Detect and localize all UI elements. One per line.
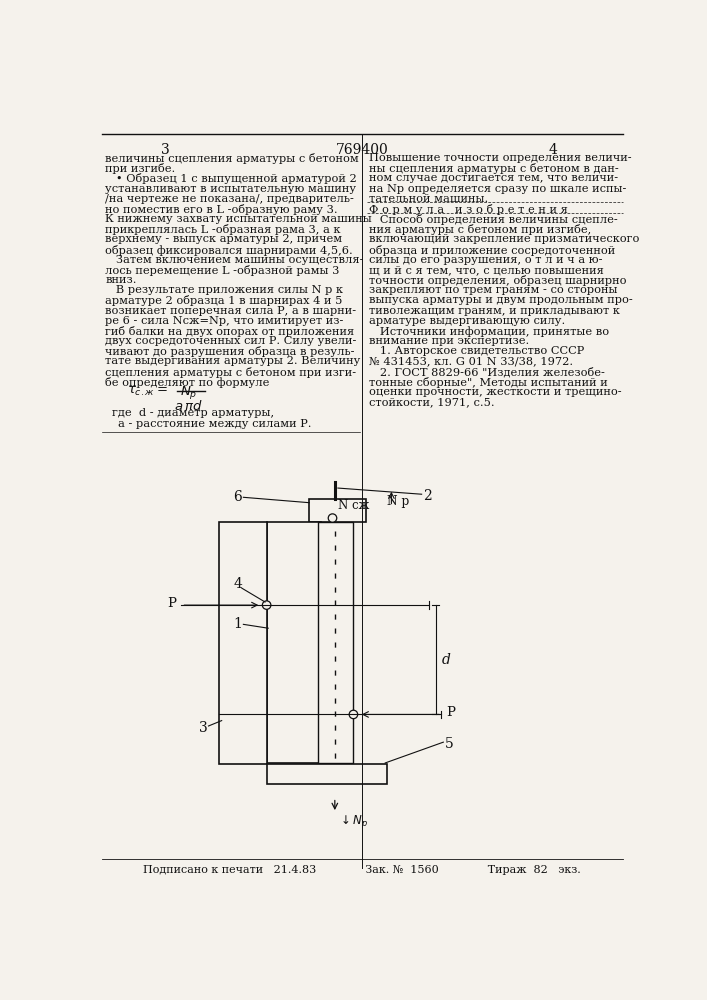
Text: вниз.: вниз. bbox=[105, 275, 137, 285]
Text: $N_p$: $N_p$ bbox=[180, 384, 197, 401]
Text: где  d - диаметр арматуры,: где d - диаметр арматуры, bbox=[112, 408, 274, 418]
Text: гиб балки на двух опорах от приложения: гиб балки на двух опорах от приложения bbox=[105, 326, 355, 337]
Text: Подписано к печати   21.4.83              Зак. №  1560              Тираж  82   : Подписано к печати 21.4.83 Зак. № 1560 Т… bbox=[143, 865, 581, 875]
Text: но поместив его в L -образную раму 3.: но поместив его в L -образную раму 3. bbox=[105, 204, 338, 215]
Text: включающий закрепление призматического: включающий закрепление призматического bbox=[369, 234, 639, 244]
Text: • Образец 1 с выпущенной арматурой 2: • Образец 1 с выпущенной арматурой 2 bbox=[105, 173, 357, 184]
Circle shape bbox=[328, 514, 337, 522]
Text: 4: 4 bbox=[549, 143, 558, 157]
Text: $\tau_{c.ж} =$: $\tau_{c.ж} =$ bbox=[127, 385, 168, 398]
Bar bbox=[218, 522, 267, 764]
Text: арматуре выдергивающую силу.: арматуре выдергивающую силу. bbox=[369, 316, 565, 326]
Text: стойкости, 1971, с.5.: стойкости, 1971, с.5. bbox=[369, 397, 495, 407]
Text: P: P bbox=[447, 706, 455, 719]
Text: чивают до разрушения образца в резуль-: чивают до разрушения образца в резуль- bbox=[105, 346, 355, 357]
Text: щ и й с я тем, что, с целью повышения: щ и й с я тем, что, с целью повышения bbox=[369, 265, 604, 275]
Text: закрепляют по трем граням - со стороны: закрепляют по трем граням - со стороны bbox=[369, 285, 617, 295]
Text: прикреплялась L -образная рама 3, а к: прикреплялась L -образная рама 3, а к bbox=[105, 224, 341, 235]
Circle shape bbox=[262, 601, 271, 609]
Text: Затем включением машины осуществля-: Затем включением машины осуществля- bbox=[105, 255, 364, 265]
Bar bbox=[317, 522, 354, 763]
Text: устанавливают в испытательную машину: устанавливают в испытательную машину bbox=[105, 184, 356, 194]
Text: 769400: 769400 bbox=[336, 143, 388, 157]
Text: выпуска арматуры и двум продольным про-: выпуска арматуры и двум продольным про- bbox=[369, 295, 633, 305]
Text: возникает поперечная сила Р, а в шарни-: возникает поперечная сила Р, а в шарни- bbox=[105, 306, 356, 316]
Text: тиволежащим граням, и прикладывают к: тиволежащим граням, и прикладывают к bbox=[369, 306, 620, 316]
Text: P: P bbox=[168, 597, 177, 610]
Text: Способ определения величины сцепле-: Способ определения величины сцепле- bbox=[369, 214, 618, 225]
Text: ны сцепления арматуры с бетоном в дан-: ны сцепления арматуры с бетоном в дан- bbox=[369, 163, 619, 174]
Text: 3: 3 bbox=[199, 721, 207, 735]
Text: бе определяют по формуле: бе определяют по формуле bbox=[105, 377, 270, 388]
Text: тате выдергивания арматуры 2. Величину: тате выдергивания арматуры 2. Величину bbox=[105, 356, 361, 366]
Text: величины сцепления арматуры с бетоном: величины сцепления арматуры с бетоном bbox=[105, 153, 359, 164]
Text: Повышение точности определения величи-: Повышение точности определения величи- bbox=[369, 153, 631, 163]
Bar bbox=[309, 499, 366, 522]
Text: /на чертеже не показана/, предваритель-: /на чертеже не показана/, предваритель- bbox=[105, 194, 354, 204]
Bar bbox=[267, 764, 387, 784]
Text: тательной машины.: тательной машины. bbox=[369, 194, 488, 204]
Text: оценки прочности, жесткости и трещино-: оценки прочности, жесткости и трещино- bbox=[369, 387, 621, 397]
Text: точности определения, образец шарнирно: точности определения, образец шарнирно bbox=[369, 275, 626, 286]
Text: $a \, \pi d$: $a \, \pi d$ bbox=[174, 399, 202, 413]
Text: 5: 5 bbox=[445, 737, 454, 751]
Text: 4: 4 bbox=[233, 577, 243, 591]
Text: 6: 6 bbox=[233, 490, 243, 504]
Text: ном случае достигается тем, что величи-: ном случае достигается тем, что величи- bbox=[369, 173, 618, 183]
Text: К нижнему захвату испытательной машины: К нижнему захвату испытательной машины bbox=[105, 214, 372, 224]
Text: 2. ГОСТ 8829-66 "Изделия железобе-: 2. ГОСТ 8829-66 "Изделия железобе- bbox=[369, 367, 604, 377]
Text: тонные сборные", Методы испытаний и: тонные сборные", Методы испытаний и bbox=[369, 377, 608, 388]
Text: на Nр определяется сразу по шкале испы-: на Nр определяется сразу по шкале испы- bbox=[369, 184, 626, 194]
Text: ния арматуры с бетоном при изгибе,: ния арматуры с бетоном при изгибе, bbox=[369, 224, 591, 235]
Text: 1. Авторское свидетельство СССР: 1. Авторское свидетельство СССР bbox=[369, 346, 584, 356]
Circle shape bbox=[349, 710, 358, 719]
Text: N сж: N сж bbox=[338, 499, 369, 512]
Text: 2: 2 bbox=[423, 489, 432, 503]
Text: N р: N р bbox=[387, 495, 409, 508]
Text: образца и приложение сосредоточенной: образца и приложение сосредоточенной bbox=[369, 245, 615, 256]
Text: внимание при экспертизе.: внимание при экспертизе. bbox=[369, 336, 529, 346]
Text: верхнему - выпуск арматуры 2, причем: верхнему - выпуск арматуры 2, причем bbox=[105, 234, 343, 244]
Text: двух сосредоточенных сил Р. Силу увели-: двух сосредоточенных сил Р. Силу увели- bbox=[105, 336, 357, 346]
Text: лось перемещение L -образной рамы 3: лось перемещение L -образной рамы 3 bbox=[105, 265, 340, 276]
Text: арматуре 2 образца 1 в шарнирах 4 и 5: арматуре 2 образца 1 в шарнирах 4 и 5 bbox=[105, 295, 343, 306]
Text: № 431453, кл. G 01 N 33/38, 1972.: № 431453, кл. G 01 N 33/38, 1972. bbox=[369, 356, 573, 366]
Text: В результате приложения силы N р к: В результате приложения силы N р к bbox=[105, 285, 344, 295]
Text: сцепления арматуры с бетоном при изги-: сцепления арматуры с бетоном при изги- bbox=[105, 367, 356, 378]
Text: при изгибе.: при изгибе. bbox=[105, 163, 175, 174]
Text: ре 6 - сила Nсж=Nр, что имитирует из-: ре 6 - сила Nсж=Nр, что имитирует из- bbox=[105, 316, 344, 326]
Text: $\downarrow N_p$: $\downarrow N_p$ bbox=[338, 813, 368, 830]
Text: Ф о р м у л а   и з о б р е т е н и я: Ф о р м у л а и з о б р е т е н и я bbox=[369, 204, 568, 215]
Text: а - расстояние между силами Р.: а - расстояние между силами Р. bbox=[118, 419, 311, 429]
Bar bbox=[267, 522, 321, 763]
Text: образец фиксировался шарнирами 4,5,6.: образец фиксировался шарнирами 4,5,6. bbox=[105, 245, 354, 256]
Text: 1: 1 bbox=[233, 617, 243, 631]
Text: 3: 3 bbox=[161, 143, 170, 157]
Text: Источники информации, принятые во: Источники информации, принятые во bbox=[369, 326, 609, 337]
Text: силы до его разрушения, о т л и ч а ю-: силы до его разрушения, о т л и ч а ю- bbox=[369, 255, 602, 265]
Text: d: d bbox=[442, 653, 450, 667]
